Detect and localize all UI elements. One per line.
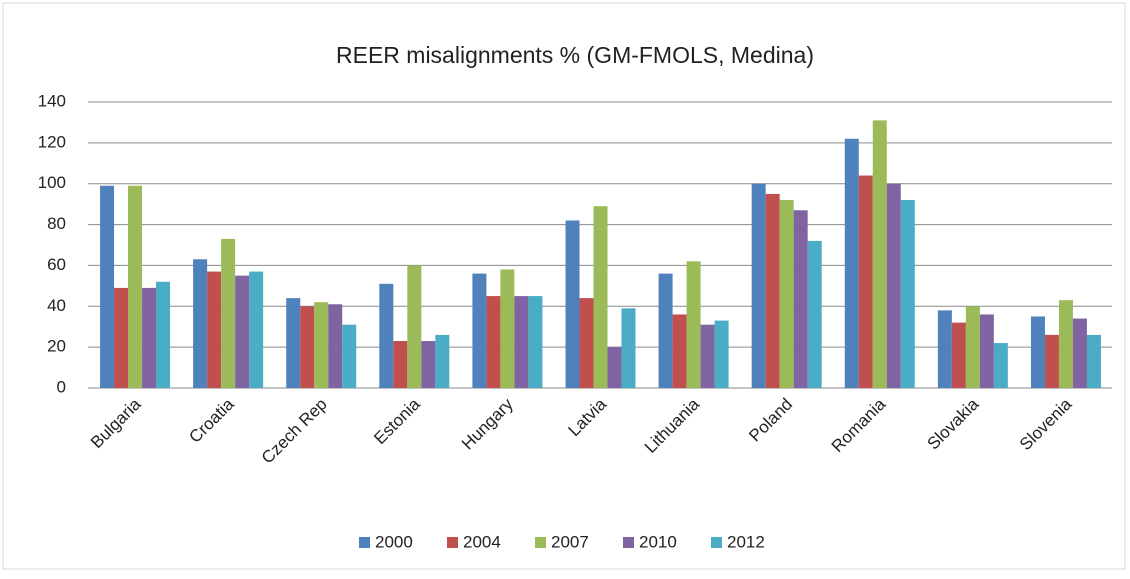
bar: [421, 341, 436, 388]
bar: [793, 210, 808, 388]
bar: [407, 265, 422, 388]
bar: [472, 273, 487, 388]
bar: [435, 334, 450, 388]
bar: [142, 287, 157, 388]
bar: [807, 240, 822, 388]
bar: [514, 296, 529, 388]
bar: [779, 200, 794, 388]
bar: [872, 120, 887, 388]
y-tick-label: 140: [38, 91, 66, 110]
legend-swatch: [623, 537, 634, 548]
bar: [714, 320, 729, 388]
bar: [621, 308, 636, 388]
bar: [765, 193, 780, 388]
bar: [300, 306, 315, 388]
y-tick-label: 60: [47, 255, 66, 274]
y-tick-label: 120: [38, 132, 66, 151]
bar: [579, 298, 594, 388]
bar: [528, 296, 543, 388]
bar: [156, 281, 171, 388]
bar: [951, 322, 966, 388]
legend-label: 2007: [551, 532, 589, 551]
bar: [128, 185, 143, 388]
y-tick-label: 100: [38, 173, 66, 192]
bar: [593, 206, 608, 388]
bar: [937, 310, 952, 388]
y-tick-label: 80: [47, 214, 66, 233]
bar: [100, 185, 115, 388]
bar: [328, 304, 343, 388]
bar: [342, 324, 357, 388]
bar: [235, 275, 250, 388]
bar: [249, 271, 264, 388]
bar: [1058, 300, 1073, 388]
bar: [607, 347, 622, 388]
bar: [900, 200, 915, 388]
bar: [686, 261, 701, 388]
bar: [314, 302, 329, 388]
bar: [993, 343, 1008, 388]
bar: [500, 269, 515, 388]
chart-title: REER misalignments % (GM-FMOLS, Medina): [336, 42, 814, 68]
bar: [979, 314, 994, 388]
bar: [207, 271, 222, 388]
bar: [286, 298, 301, 388]
bar: [565, 220, 580, 388]
bar: [221, 238, 236, 388]
legend-label: 2000: [375, 532, 413, 551]
bar: [965, 306, 980, 388]
bar: [114, 287, 129, 388]
legend-swatch: [711, 537, 722, 548]
legend-label: 2012: [727, 532, 765, 551]
bar: [858, 175, 873, 388]
legend-swatch: [359, 537, 370, 548]
legend-label: 2004: [463, 532, 501, 551]
bar: [1044, 334, 1059, 388]
legend-swatch: [447, 537, 458, 548]
bar: [1086, 334, 1101, 388]
bar: [1072, 318, 1087, 388]
bar: [700, 324, 715, 388]
y-tick-label: 40: [47, 296, 66, 315]
legend-swatch: [535, 537, 546, 548]
bar: [393, 341, 408, 388]
bar: [672, 314, 687, 388]
bar: [486, 296, 501, 388]
bar: [844, 138, 859, 388]
bar: [1030, 316, 1045, 388]
y-tick-label: 0: [57, 377, 66, 396]
bar: [379, 283, 394, 388]
legend-label: 2010: [639, 532, 677, 551]
chart-frame: [2, 2, 1126, 570]
bar: [193, 259, 208, 388]
bar: [658, 273, 673, 388]
bar: [751, 183, 766, 388]
bar: [886, 183, 901, 388]
y-tick-label: 20: [47, 337, 66, 356]
